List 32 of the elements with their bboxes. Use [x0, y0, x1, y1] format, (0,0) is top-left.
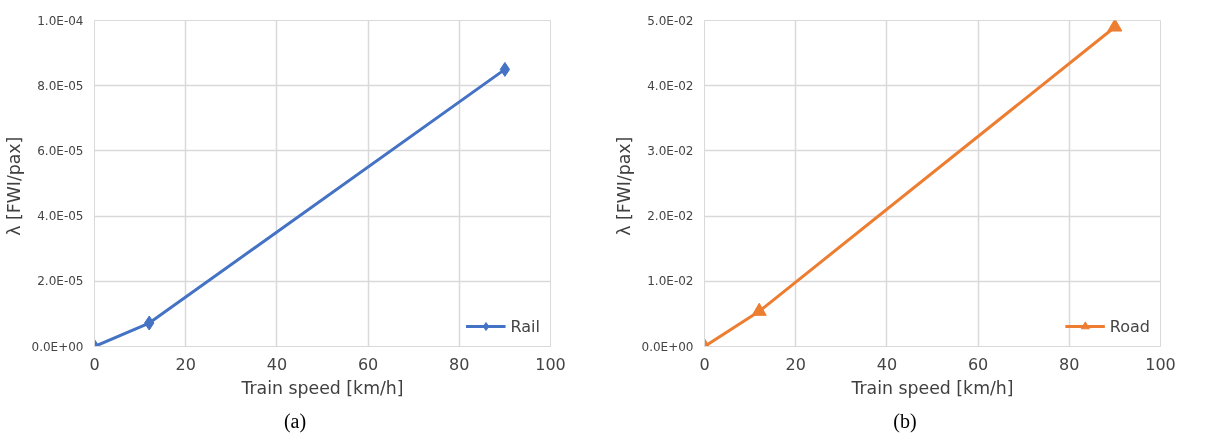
- y-tick-label: 4.0E-05: [37, 209, 84, 224]
- text: (a): [283, 409, 307, 435]
- x-tick-label: 0: [699, 354, 710, 374]
- text: (b): [893, 409, 917, 434]
- y-tick-label: 0.0E+00: [31, 339, 84, 354]
- x-tick-label: 60: [967, 354, 989, 374]
- y-tick-label: 4.0E-02: [647, 78, 694, 93]
- x-tick-label: 40: [876, 354, 898, 374]
- y-axis-title: λ [FWI/pax]: [3, 136, 24, 236]
- y-tick-label: 1.0E-04: [37, 13, 84, 28]
- x-axis-title: Train speed [km/h]: [850, 377, 1014, 398]
- x-tick-label: 20: [175, 354, 196, 374]
- y-tick-label: 1.0E-02: [647, 274, 694, 289]
- y-tick-label: 6.0E-05: [37, 143, 84, 158]
- y-tick-label: 3.0E-02: [647, 143, 694, 158]
- y-tick-label: 2.0E-05: [37, 274, 84, 289]
- y-tick-label: 2.0E-02: [647, 209, 694, 224]
- x-axis-title: Train speed [km/h]: [240, 377, 404, 398]
- y-tick-label: 8.0E-05: [37, 78, 84, 93]
- legend-label: Rail: [510, 316, 540, 336]
- y-tick-label: 0.0E+00: [641, 339, 694, 354]
- x-tick-label: 80: [1059, 354, 1080, 374]
- x-tick-label: 100: [1145, 354, 1176, 374]
- y-axis-title: λ [FWI/pax]: [613, 136, 634, 236]
- legend-label: Road: [1109, 316, 1150, 336]
- x-tick-label: 80: [449, 354, 470, 374]
- y-tick-label: 5.0E-02: [647, 13, 694, 28]
- x-tick-label: 60: [357, 354, 379, 374]
- x-tick-label: 0: [89, 354, 100, 374]
- x-tick-label: 20: [785, 354, 806, 374]
- x-tick-label: 40: [266, 354, 288, 374]
- x-tick-label: 100: [535, 354, 566, 374]
